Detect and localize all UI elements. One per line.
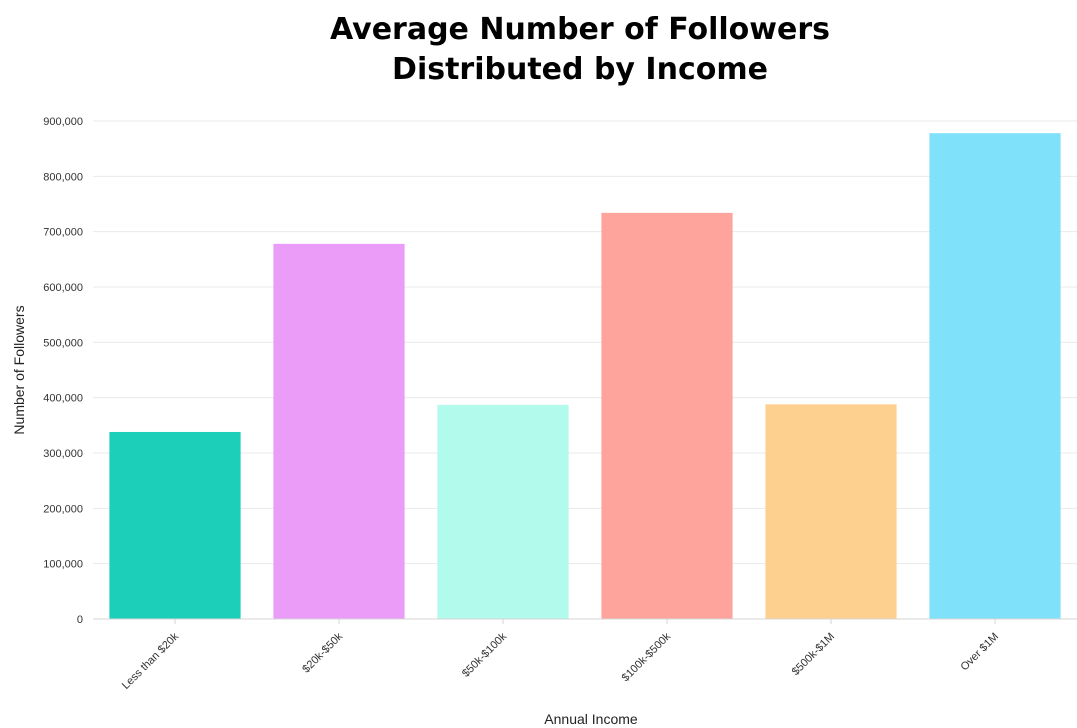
bar (765, 404, 897, 619)
y-tick-label: 400,000 (43, 393, 83, 405)
y-tick-label: 0 (77, 614, 83, 626)
x-axis-ticks: Less than $20k $20k-$50k $50k-$100k $100k-$… (120, 619, 1001, 692)
y-tick-label: 300,000 (43, 448, 83, 460)
bar (109, 431, 241, 619)
y-tick-label: 600,000 (43, 282, 83, 294)
x-tick-label: $20k-$50k (300, 630, 345, 675)
y-tick-label: 700,000 (43, 227, 83, 239)
y-tick-label: 500,000 (43, 337, 83, 349)
y-tick-label: 100,000 (43, 559, 83, 571)
x-tick-label: $100k-$500k (620, 630, 674, 684)
y-tick-label: 800,000 (43, 171, 83, 183)
y-gridlines (93, 120, 1077, 565)
y-tick-label: 900,000 (43, 116, 83, 128)
x-axis-title: Annual Income (544, 711, 638, 727)
bars (109, 133, 1061, 619)
y-tick-label: 200,000 (43, 503, 83, 515)
chart-title-line-2: Distributed by Income (392, 52, 768, 87)
y-axis-ticks: 0 100,000 200,000 300,000 400,000 500,000 600,… (43, 116, 83, 626)
x-tick-label: Over $1M (958, 631, 1001, 674)
bar (601, 212, 733, 619)
chart-title-line-1: Average Number of Followers (329, 12, 831, 47)
bar (929, 133, 1061, 619)
x-tick-label: $500k-$1M (790, 631, 837, 678)
x-tick-label: $50k-$100k (460, 630, 509, 679)
x-tick-label: Less than $20k (120, 630, 182, 692)
bar (437, 404, 569, 619)
bar (273, 243, 405, 619)
y-axis-title: Number of Followers (11, 305, 27, 434)
chart-title: Average Number of Followers Distributed … (0, 10, 1077, 90)
